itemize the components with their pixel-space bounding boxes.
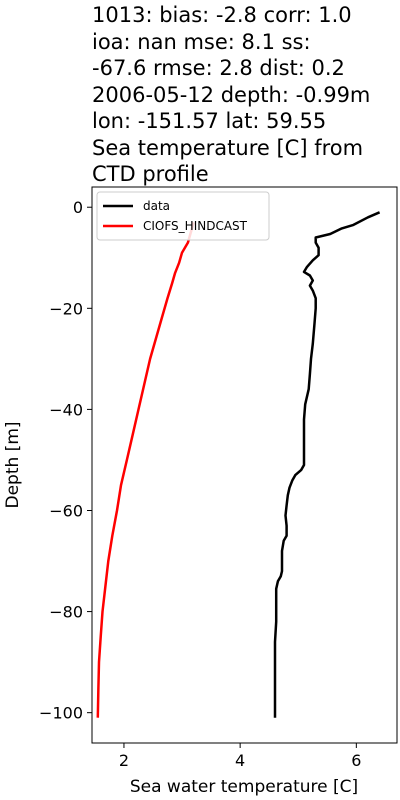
- chart-title: 1013: bias: -2.8 corr: 1.0 ioa: nan mse:…: [92, 2, 397, 188]
- legend: data CIOFS_HINDCAST: [96, 191, 270, 241]
- title-line: lon: -151.57 lat: 59.55: [92, 109, 327, 133]
- ticks-layer: 2 4 6 0 −20 −40 −60 −80 −100: [39, 198, 361, 770]
- y-tick-label: −20: [49, 299, 83, 318]
- x-tick-label: 6: [351, 751, 361, 770]
- series-line-data: [273, 211, 381, 718]
- plot-frame: [91, 186, 398, 744]
- x-tick-label: 2: [119, 751, 129, 770]
- y-axis-label: Depth [m]: [3, 421, 23, 508]
- y-tick-label: −100: [39, 704, 83, 723]
- legend-label-data: data: [143, 199, 170, 213]
- title-line: CTD profile: [92, 162, 209, 186]
- y-tick-label: −40: [49, 400, 83, 419]
- title-line: Sea temperature [C] from: [92, 135, 364, 160]
- series-line-ciofs-hindcast: [96, 222, 195, 718]
- x-axis-label: Sea water temperature [C]: [130, 777, 358, 797]
- title-line: ioa: nan mse: 8.1 ss:: [92, 29, 311, 54]
- y-tick-label: 0: [73, 198, 83, 217]
- title-line: 1013: bias: -2.8 corr: 1.0: [92, 3, 352, 27]
- legend-label-ciofs-hindcast: CIOFS_HINDCAST: [143, 219, 248, 233]
- series-layer: [96, 211, 381, 718]
- title-line: -67.6 rmse: 2.8 dist: 0.2: [92, 56, 345, 80]
- y-tick-label: −80: [49, 603, 83, 622]
- title-line: 2006-05-12 depth: -0.99m: [92, 82, 371, 107]
- legend-box: [96, 191, 270, 241]
- y-tick-label: −60: [49, 501, 83, 520]
- x-tick-label: 4: [235, 751, 245, 770]
